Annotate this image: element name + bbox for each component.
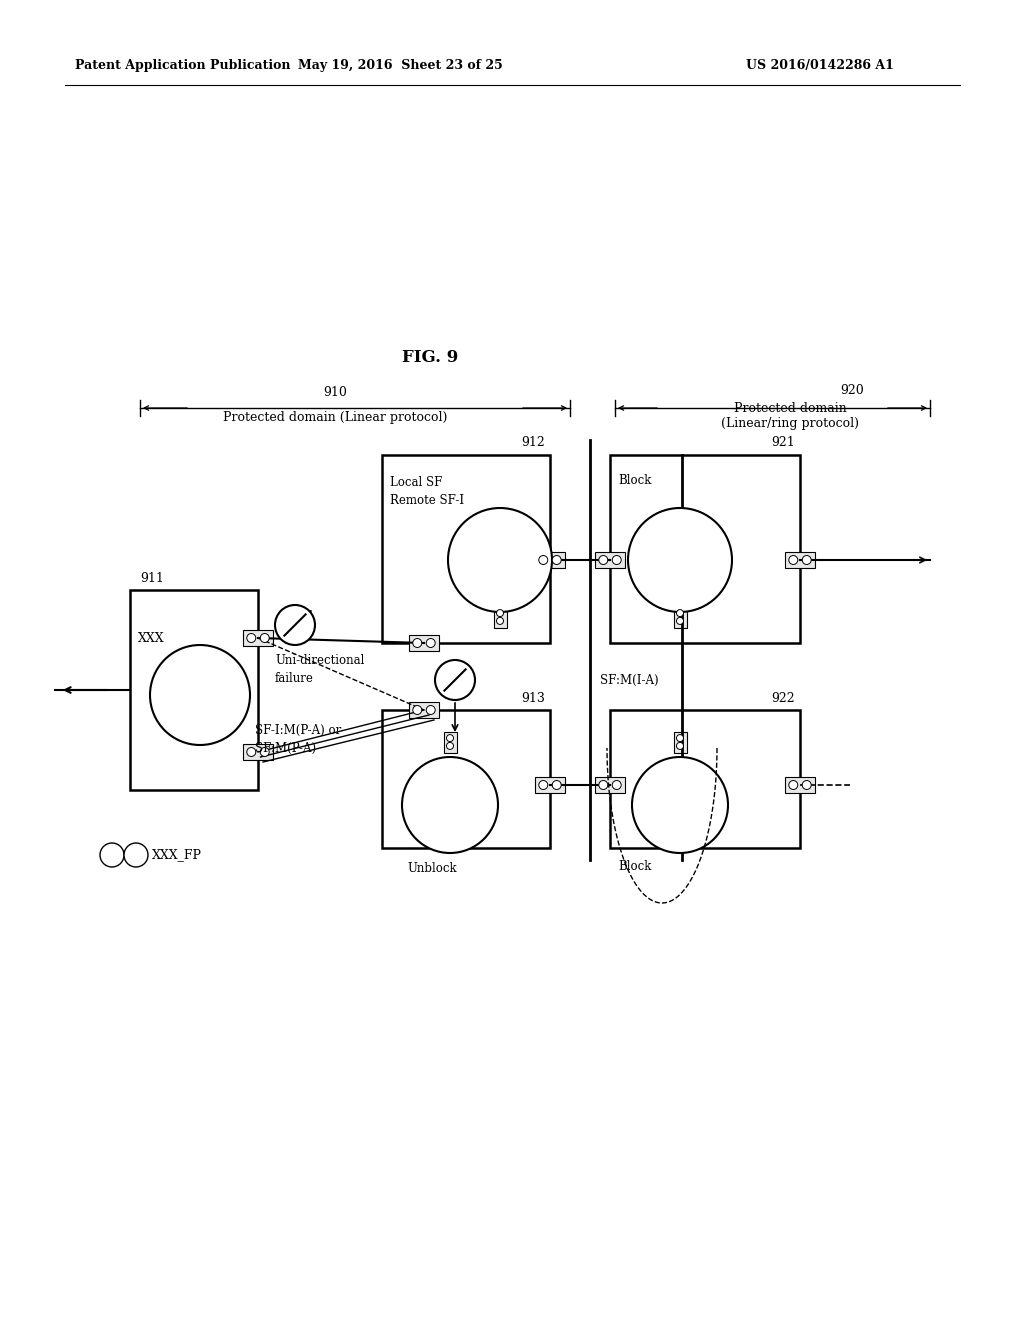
- Circle shape: [247, 634, 256, 643]
- Circle shape: [677, 742, 683, 750]
- Bar: [535, 777, 565, 793]
- Bar: [409, 702, 439, 718]
- Circle shape: [788, 556, 798, 565]
- Circle shape: [677, 618, 683, 624]
- Text: Patent Application Publication: Patent Application Publication: [75, 58, 291, 71]
- Bar: [535, 552, 565, 568]
- Circle shape: [247, 747, 256, 756]
- Text: May 19, 2016  Sheet 23 of 25: May 19, 2016 Sheet 23 of 25: [298, 58, 503, 71]
- Circle shape: [435, 660, 475, 700]
- Text: US 2016/0142286 A1: US 2016/0142286 A1: [746, 58, 894, 71]
- Circle shape: [552, 556, 561, 565]
- Circle shape: [426, 639, 435, 648]
- Circle shape: [628, 508, 732, 612]
- Text: 912: 912: [521, 437, 545, 450]
- Bar: [595, 552, 626, 568]
- Bar: [243, 630, 273, 645]
- Text: failure: failure: [275, 672, 314, 685]
- Bar: [382, 455, 550, 643]
- Text: Block: Block: [618, 474, 651, 487]
- Text: Uni-directional: Uni-directional: [275, 653, 365, 667]
- Circle shape: [599, 780, 608, 789]
- Circle shape: [275, 605, 315, 645]
- Bar: [243, 744, 273, 760]
- Bar: [674, 733, 687, 752]
- Bar: [674, 607, 687, 628]
- Circle shape: [100, 843, 124, 867]
- Circle shape: [260, 747, 269, 756]
- Text: Protected domain (Linear protocol): Protected domain (Linear protocol): [223, 412, 447, 425]
- Bar: [595, 777, 626, 793]
- Circle shape: [552, 780, 561, 789]
- Text: 920: 920: [840, 384, 864, 396]
- Bar: [494, 607, 507, 628]
- Circle shape: [497, 610, 504, 616]
- Bar: [610, 455, 800, 643]
- Circle shape: [677, 734, 683, 742]
- Text: XXX: XXX: [138, 631, 165, 644]
- Text: Protected domain: Protected domain: [733, 401, 847, 414]
- Circle shape: [446, 734, 454, 742]
- Circle shape: [612, 780, 622, 789]
- Circle shape: [413, 705, 422, 714]
- Circle shape: [497, 618, 504, 624]
- Circle shape: [124, 843, 148, 867]
- Circle shape: [802, 556, 811, 565]
- Text: 913: 913: [521, 692, 545, 705]
- Circle shape: [260, 634, 269, 643]
- Text: Block: Block: [618, 859, 651, 873]
- Text: 911: 911: [140, 572, 164, 585]
- Bar: [610, 710, 800, 847]
- Circle shape: [150, 645, 250, 744]
- Text: Remote SF-I: Remote SF-I: [390, 495, 464, 507]
- Bar: [444, 733, 457, 752]
- Text: XXX_FP: XXX_FP: [152, 849, 202, 862]
- Text: SF:M(P-A): SF:M(P-A): [255, 742, 316, 755]
- Bar: [130, 590, 258, 789]
- Circle shape: [449, 508, 552, 612]
- Text: 921: 921: [771, 437, 795, 450]
- Circle shape: [802, 780, 811, 789]
- Text: SF:M(I-A): SF:M(I-A): [600, 673, 658, 686]
- Circle shape: [632, 756, 728, 853]
- Circle shape: [539, 556, 548, 565]
- Text: 922: 922: [771, 692, 795, 705]
- Circle shape: [788, 780, 798, 789]
- Text: FIG. 9: FIG. 9: [401, 350, 458, 367]
- Text: (Linear/ring protocol): (Linear/ring protocol): [721, 417, 859, 429]
- Circle shape: [426, 705, 435, 714]
- Circle shape: [413, 639, 422, 648]
- Bar: [785, 777, 815, 793]
- Bar: [382, 710, 550, 847]
- Circle shape: [612, 556, 622, 565]
- Circle shape: [539, 780, 548, 789]
- Text: SF-I:M(P-A) or: SF-I:M(P-A) or: [255, 723, 341, 737]
- Bar: [785, 552, 815, 568]
- Circle shape: [677, 610, 683, 616]
- Text: Unblock: Unblock: [408, 862, 457, 874]
- Bar: [409, 635, 439, 651]
- Circle shape: [446, 742, 454, 750]
- Text: 910: 910: [323, 387, 347, 400]
- Text: Local SF: Local SF: [390, 477, 442, 490]
- Circle shape: [599, 556, 608, 565]
- Circle shape: [402, 756, 498, 853]
